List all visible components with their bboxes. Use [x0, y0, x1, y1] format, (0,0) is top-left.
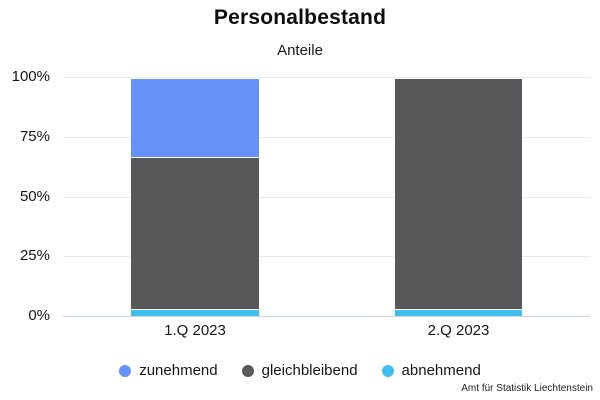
stacked-bar-q2[interactable] — [395, 79, 522, 316]
legend-dot-gleichbleibend-icon — [241, 364, 254, 377]
bar-segment-zunehmend[interactable] — [131, 79, 259, 158]
legend-dot-abnehmend-icon — [381, 364, 394, 377]
gridline-25 — [63, 256, 590, 257]
legend-item-zunehmend[interactable]: zunehmend — [119, 362, 218, 379]
x-axis-label-q2: 2.Q 2023 — [427, 322, 490, 339]
chart-title: Personalbestand — [213, 6, 387, 29]
bar-segment-gleichbleibend[interactable] — [395, 79, 522, 309]
chart-subtitle: Anteile — [277, 42, 323, 59]
bar-segment-gleichbleibend[interactable] — [131, 157, 259, 309]
x-axis-baseline — [63, 316, 590, 317]
gridline-75 — [63, 137, 590, 138]
source-attribution: Amt für Statistik Liechtenstein — [461, 383, 593, 394]
stacked-bar-q1[interactable] — [131, 79, 259, 316]
y-axis-tick-75: 75% — [19, 128, 50, 145]
legend-label-zunehmend: zunehmend — [139, 362, 218, 379]
gridline-100 — [63, 77, 590, 78]
legend-item-gleichbleibend[interactable]: gleichbleibend — [241, 362, 358, 379]
legend: zunehmend gleichbleibend abnehmend — [0, 362, 600, 379]
legend-dot-zunehmend-icon — [119, 364, 132, 377]
gridline-50 — [63, 197, 590, 198]
y-axis-tick-25: 25% — [19, 247, 50, 264]
x-axis-label-q1: 1.Q 2023 — [164, 322, 226, 339]
legend-label-abnehmend: abnehmend — [401, 362, 481, 379]
y-axis-tick-50: 50% — [19, 188, 50, 205]
y-axis-tick-0: 0% — [28, 307, 50, 324]
legend-item-abnehmend[interactable]: abnehmend — [381, 362, 481, 379]
bar-segment-abnehmend[interactable] — [131, 308, 259, 316]
bar-segment-abnehmend[interactable] — [395, 308, 522, 316]
legend-label-gleichbleibend: gleichbleibend — [261, 362, 358, 379]
y-axis-tick-100: 100% — [11, 68, 50, 85]
